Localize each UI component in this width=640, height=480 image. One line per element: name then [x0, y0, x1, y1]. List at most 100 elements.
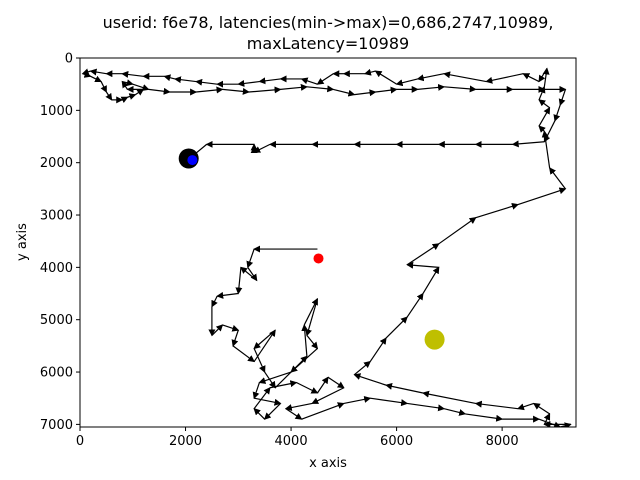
path-segment	[253, 143, 271, 153]
path-segment	[343, 395, 372, 405]
path-segment	[303, 297, 318, 326]
path-segment	[385, 316, 408, 339]
path-segment	[416, 73, 445, 82]
path-segment	[369, 337, 387, 362]
path-segment	[105, 91, 113, 101]
path-segment	[246, 248, 255, 269]
path-segment	[517, 187, 567, 206]
path-segment	[558, 89, 567, 107]
path-segment	[285, 408, 303, 420]
plot-frame	[79, 57, 577, 428]
path-segment	[253, 386, 271, 410]
end-point-inner-marker	[187, 155, 198, 166]
path-segment	[82, 71, 92, 78]
path-segment	[132, 83, 150, 91]
path-segment	[311, 387, 345, 404]
chart-title-line2: maxLatency=10989	[247, 34, 409, 53]
path-segment	[406, 261, 439, 269]
plot-area	[81, 67, 572, 427]
path-segment	[216, 291, 239, 299]
path-segment	[422, 266, 440, 294]
path-segment	[247, 267, 258, 282]
path-segment	[543, 120, 556, 143]
path-segment	[81, 68, 91, 76]
path-segment	[121, 80, 129, 90]
path-segment	[538, 106, 551, 127]
path-segment	[258, 77, 281, 85]
path-segment	[553, 104, 561, 122]
path-segment	[195, 78, 218, 86]
path-segment	[374, 70, 397, 85]
path-segment	[385, 382, 424, 394]
path-segment	[354, 360, 371, 376]
path-segment	[538, 418, 562, 427]
path-segment	[222, 87, 250, 95]
path-segment	[306, 335, 319, 350]
y-tick-label: 7000	[40, 418, 73, 433]
path-segment	[444, 85, 477, 93]
path-segment	[306, 85, 335, 93]
path-segment	[252, 382, 260, 400]
path-segment	[258, 371, 292, 384]
chart-title-line1: userid: f6e78, latencies(min->max)=0,686…	[103, 13, 554, 32]
path-segment	[240, 266, 258, 281]
path-segment	[474, 400, 519, 410]
path-segment	[222, 324, 240, 332]
path-segment	[280, 83, 308, 91]
path-segment	[163, 74, 176, 82]
path-segment	[333, 88, 356, 97]
path-segment	[296, 381, 319, 394]
path-segment	[232, 345, 255, 363]
path-segment	[542, 67, 550, 87]
path-segment	[300, 77, 318, 85]
path-segment	[354, 89, 377, 97]
y-tick-label: 2000	[40, 156, 73, 171]
path-segment	[269, 380, 298, 389]
x-axis-label: x axis	[309, 456, 347, 471]
path-segment	[421, 390, 476, 405]
y-tick-label: 4000	[40, 261, 73, 276]
path-segment	[475, 202, 519, 219]
path-segment	[301, 402, 345, 420]
path-segment	[327, 376, 345, 389]
path-segment	[127, 93, 137, 100]
y-tick-label: 1000	[40, 104, 73, 119]
path-segment	[549, 167, 566, 190]
path-segment	[316, 376, 329, 394]
path-segment	[538, 99, 550, 109]
path-segment	[284, 402, 313, 411]
path-segment	[407, 402, 446, 412]
y-axis-label: y axis	[15, 223, 30, 261]
path-segment	[211, 324, 224, 336]
path-segment	[290, 348, 318, 373]
path-segment	[263, 403, 281, 420]
x-tick-label: 6000	[380, 434, 413, 449]
path-segment	[254, 397, 282, 406]
path-segment	[89, 68, 107, 76]
path-segment	[538, 85, 546, 101]
path-segment	[406, 243, 440, 266]
y-tick-label: 6000	[40, 366, 73, 381]
path-segment	[211, 295, 218, 308]
path-segment	[370, 397, 409, 407]
start-point-marker	[313, 253, 324, 264]
path-segment	[122, 79, 134, 87]
path-segment	[235, 267, 243, 295]
y-tick-label: 3000	[40, 209, 73, 224]
path-segment	[522, 73, 540, 83]
path-segment	[532, 402, 550, 415]
path-segment	[538, 125, 546, 133]
path-segment	[417, 83, 446, 91]
path-segment	[264, 371, 276, 389]
x-tick-label: 2000	[169, 434, 202, 449]
path-segment	[363, 68, 376, 76]
y-axis: 0 1000 2000 3000 4000 5000 6000 7000	[40, 52, 80, 433]
path-segment	[465, 413, 504, 422]
path-segment	[237, 79, 260, 87]
path-segment	[196, 86, 224, 94]
path-segment	[121, 70, 144, 78]
path-segment	[438, 217, 477, 245]
x-tick-label: 4000	[275, 434, 308, 449]
path-segment	[90, 75, 103, 83]
